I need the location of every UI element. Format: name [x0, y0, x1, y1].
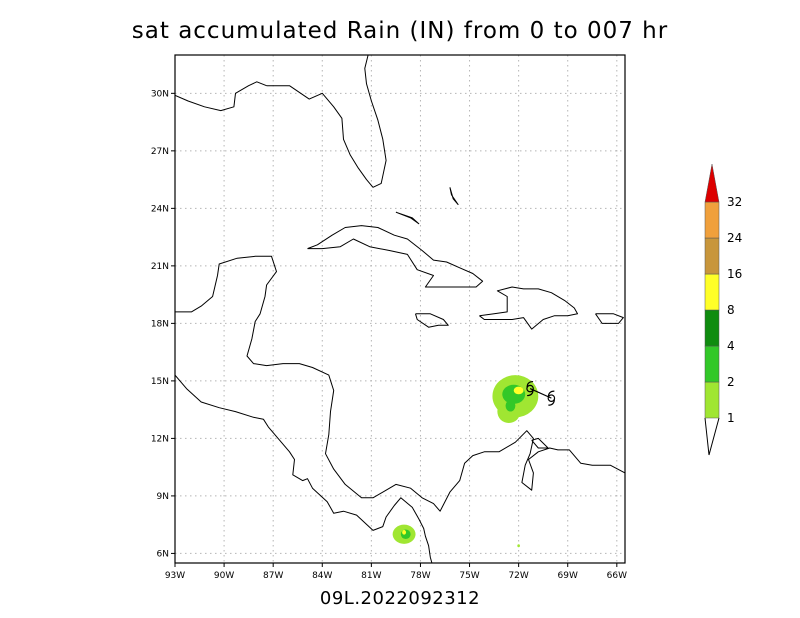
coastline: [479, 286, 578, 330]
lat-tick-label: 15N: [151, 377, 169, 387]
grid-lines: [175, 55, 625, 563]
lon-tick-label: 93W: [165, 571, 185, 581]
storm-track: [526, 380, 556, 406]
rain-area: [513, 386, 524, 395]
rain-area: [402, 530, 407, 535]
colorbar-label: 4: [727, 339, 735, 353]
colorbar-lower-tail: [704, 417, 720, 456]
coastline: [395, 211, 420, 225]
colorbar-label: 1: [727, 411, 735, 425]
rain-area: [505, 400, 516, 412]
colorbar-bin: [704, 237, 720, 275]
rain-accumulation-field: [392, 375, 539, 548]
lat-tick-label: 21N: [151, 262, 169, 272]
lat-tick-label: 27N: [151, 147, 169, 157]
colorbar-label: 32: [727, 195, 742, 209]
lon-tick-label: 81W: [361, 571, 381, 581]
colorbar-upper-arrow: [704, 163, 720, 203]
lat-tick-label: 30N: [151, 89, 169, 99]
lon-tick-label: 66W: [607, 571, 627, 581]
coastline: [531, 437, 549, 449]
coastline: [449, 187, 459, 205]
lat-tick-label: 18N: [151, 319, 169, 329]
coastline: [175, 81, 267, 112]
colorbar-bin: [704, 273, 720, 311]
colorbar-label: 2: [727, 375, 735, 389]
colorbar-label: 8: [727, 303, 735, 317]
colorbar-bin: [704, 345, 720, 383]
lat-tick-label: 24N: [151, 204, 169, 214]
hurricane-symbol-icon: [526, 380, 534, 397]
coastline: [595, 313, 624, 324]
storm-id-date: 09L.2022092312: [319, 588, 481, 609]
coastline: [415, 313, 449, 328]
lon-tick-label: 69W: [558, 571, 578, 581]
colorbar-bin: [704, 201, 720, 239]
colorbar-bin: [704, 381, 720, 419]
coastline: [266, 55, 387, 188]
map-title: sat accumulated Rain (IN) from 0 to 007 …: [131, 18, 669, 44]
lat-tick-label: 9N: [157, 492, 169, 502]
coastlines: [175, 55, 625, 563]
hurricane-symbol-icon: [547, 390, 556, 406]
coastline: [307, 225, 484, 288]
lon-tick-label: 72W: [508, 571, 528, 581]
colorbar-label: 24: [727, 231, 742, 245]
lon-tick-label: 84W: [312, 571, 332, 581]
lat-tick-label: 6N: [157, 549, 169, 559]
rain-area: [400, 529, 411, 540]
lat-tick-label: 12N: [151, 434, 169, 444]
lon-tick-label: 78W: [410, 571, 430, 581]
longitude-ticks: 93W 90W 87W 84W 81W 78W 75W 72W 69W 66W: [165, 563, 627, 581]
colorbar-label: 16: [727, 267, 742, 281]
latitude-ticks: 6N 9N 12N 15N 18N 21N 24N 27N 30N: [151, 89, 175, 559]
coastline: [175, 255, 625, 512]
coastline: [175, 374, 433, 563]
lon-tick-label: 90W: [214, 571, 234, 581]
colorbar-bin: [704, 309, 720, 347]
rain-area: [517, 544, 520, 548]
lon-tick-label: 75W: [459, 571, 479, 581]
map-frame: [174, 54, 626, 564]
lon-tick-label: 87W: [263, 571, 283, 581]
